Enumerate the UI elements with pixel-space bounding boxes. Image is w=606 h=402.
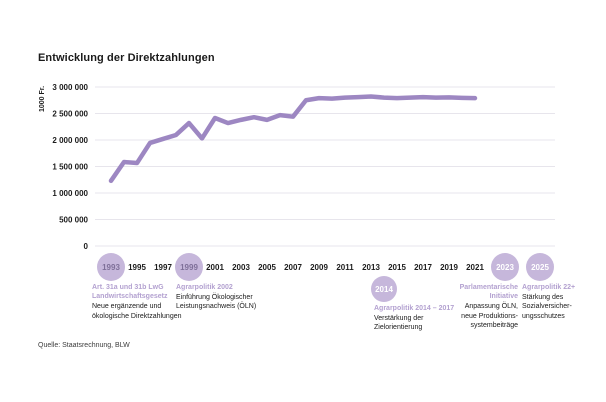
y-tick-label: 3 000 000 — [52, 83, 88, 92]
y-tick-label: 0 — [84, 242, 89, 251]
x-tick-label: 2023 — [496, 263, 514, 272]
x-tick-label: 2009 — [310, 263, 328, 272]
milestone-block-2014: Agrarpolitik 2014 – 2017 Verstärkung der … — [374, 304, 454, 333]
milestone-block-1999: Agrarpolitik 2002 Einführung Ökologischer… — [176, 283, 256, 312]
milestone-block-2025: Agrarpolitik 22+ Stärkung des Sozialversi… — [522, 283, 575, 321]
y-tick-label: 500 000 — [59, 216, 88, 225]
milestone-year-label: 2014 — [375, 285, 393, 294]
milestone-heading: Parlamentarische Initiative — [459, 284, 518, 301]
direct-payments-line — [108, 94, 478, 184]
x-tick-label: 2015 — [388, 263, 406, 272]
x-tick-label: 1999 — [180, 263, 198, 272]
milestone-body: Verstärkung der Zielorientierung — [374, 315, 424, 332]
y-tick-label: 1 000 000 — [52, 189, 88, 198]
milestone-block-1993: Art. 31a und 31b LwG Landwirtschaftsgese… — [92, 283, 182, 321]
source-note: Quelle: Staatsrechnung, BLW — [38, 342, 130, 349]
milestone-heading: Agrarpolitik 22+ — [522, 284, 576, 291]
x-tick-label: 1995 — [128, 263, 146, 272]
y-tick-label: 1 500 000 — [52, 163, 88, 172]
milestone-heading: Agrarpolitik 2002 — [176, 284, 233, 291]
x-tick-label: 2025 — [531, 263, 549, 272]
milestone-body: Einführung Ökologischer Leistungsnachwei… — [176, 294, 257, 311]
milestone-heading: Art. 31a und 31b LwG Landwirtschaftsgese… — [92, 284, 168, 301]
x-tick-label: 1997 — [154, 263, 172, 272]
y-axis-unit-label: 1000 Fr. — [39, 86, 46, 112]
y-tick-label: 2 000 000 — [52, 136, 88, 145]
x-tick-label: 2003 — [232, 263, 250, 272]
milestone-year-circle — [371, 276, 397, 302]
milestone-year-circle — [97, 253, 125, 281]
milestone-body: Neue ergänzende und ökologische Direktza… — [92, 303, 182, 320]
x-tick-label: 2001 — [206, 263, 224, 272]
x-tick-label: 2013 — [362, 263, 380, 272]
milestone-body: Stärkung des Sozialversicher- ungsschutz… — [522, 294, 572, 320]
milestone-block-2023: Parlamentarische Initiative Anpassung ÖLN… — [460, 283, 518, 330]
x-tick-label: 2019 — [440, 263, 458, 272]
y-tick-label: 2 500 000 — [52, 110, 88, 119]
chart-title: Entwicklung der Direktzahlungen — [38, 52, 215, 64]
x-tick-label: 1993 — [102, 263, 120, 272]
x-tick-label: 2007 — [284, 263, 302, 272]
milestone-year-circle — [491, 253, 519, 281]
milestone-year-circle — [175, 253, 203, 281]
x-tick-label: 2021 — [466, 263, 484, 272]
x-tick-label: 2017 — [414, 263, 432, 272]
x-tick-label: 2005 — [258, 263, 276, 272]
milestone-year-circle — [526, 253, 554, 281]
milestone-body: Anpassung ÖLN, neue Produktions- systemb… — [461, 303, 518, 329]
milestone-heading: Agrarpolitik 2014 – 2017 — [374, 305, 455, 312]
x-tick-label: 2011 — [336, 263, 354, 272]
